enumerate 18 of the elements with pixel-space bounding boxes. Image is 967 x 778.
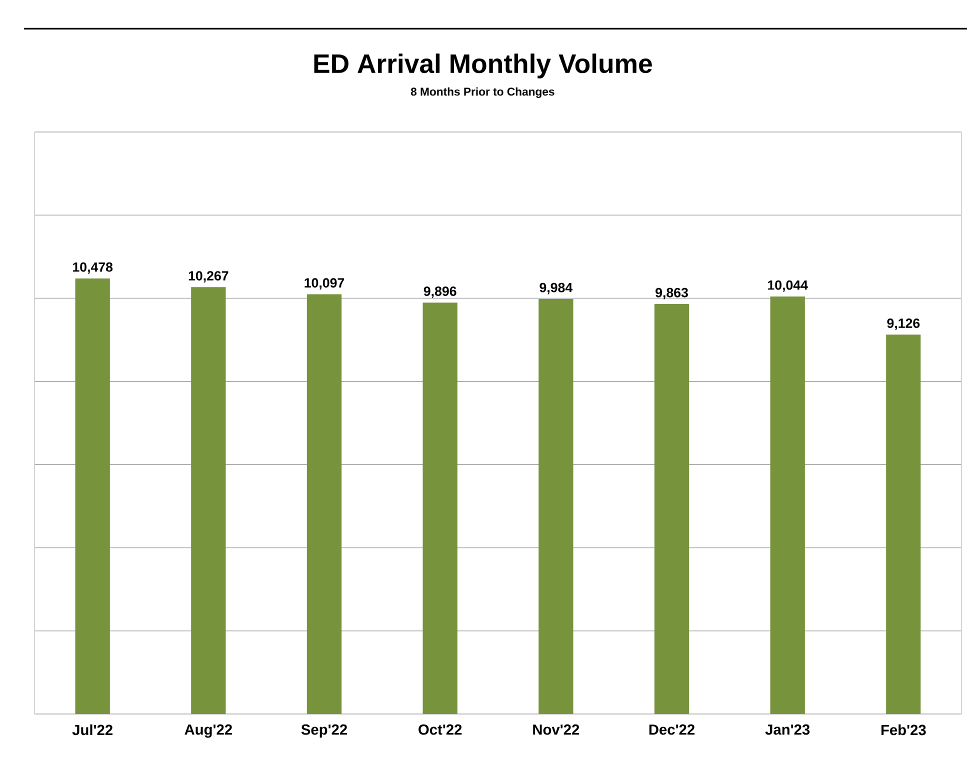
chart-subtitle: 8 Months Prior to Changes	[410, 87, 554, 98]
x-tick-label: Oct'22	[418, 724, 462, 735]
data-label: 10,097	[304, 278, 344, 290]
data-label: 9,896	[424, 286, 456, 298]
data-label: 9,863	[656, 288, 688, 300]
data-label: 10,478	[73, 262, 113, 274]
data-label: 10,044	[768, 280, 808, 292]
data-label: 9,126	[887, 318, 920, 330]
x-tick-label: Feb'23	[881, 724, 926, 736]
x-tick-label: Jul'22	[72, 724, 112, 736]
data-label: 10,267	[188, 271, 228, 282]
x-tick-label: Nov'22	[533, 724, 580, 735]
x-tick-label: Sep'22	[301, 724, 348, 738]
data-label: 9,984	[540, 282, 573, 294]
chart-title: ED Arrival Monthly Volume	[314, 54, 652, 78]
x-tick-label: Jan'23	[765, 724, 810, 735]
x-tick-label: Aug'22	[184, 724, 232, 738]
x-tick-label: Dec'22	[649, 724, 695, 735]
